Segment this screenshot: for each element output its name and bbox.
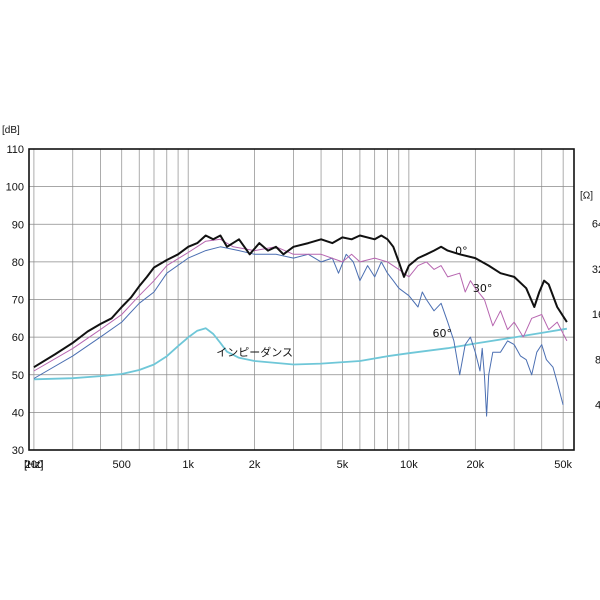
y-tick-label: 60	[12, 332, 24, 344]
x-tick-label: 2k	[249, 459, 261, 471]
series-label-0: 0°	[455, 244, 468, 257]
series-label-3: インピーダンス	[216, 345, 293, 359]
y-unit-label: [dB]	[2, 125, 20, 136]
y-tick-label: 110	[6, 144, 24, 156]
y2-tick-label: 16	[592, 309, 600, 321]
y2-tick-label: 64	[592, 218, 600, 230]
x-tick-label: 10k	[400, 459, 418, 471]
plot-frame	[28, 148, 575, 451]
grid	[29, 148, 574, 451]
x-tick-label: 200	[25, 459, 43, 471]
y2-tick-label: 32	[592, 264, 600, 276]
y2-tick-label: 8	[595, 354, 600, 366]
series-line-1	[33, 238, 568, 372]
series-label-2: 60°	[433, 327, 453, 340]
x-tick-label: 5k	[337, 459, 349, 471]
series-line-2	[33, 246, 564, 417]
y2-unit-label: [Ω]	[580, 190, 593, 201]
series-layer	[33, 234, 568, 417]
series-label-1: 30°	[473, 282, 493, 295]
series-line-3	[33, 327, 568, 381]
x-unit-label: [Hz]	[24, 459, 44, 471]
x-tick-label: 50k	[554, 459, 572, 471]
y-tick-label: 80	[12, 257, 24, 269]
x-tick-label: 500	[113, 459, 131, 471]
y-tick-label: 70	[12, 295, 24, 307]
y-tick-label: 40	[12, 407, 24, 419]
y-tick-label: 50	[12, 370, 24, 382]
x-tick-label: 1k	[182, 459, 194, 471]
x-tick-label: 20k	[466, 459, 484, 471]
y-tick-label: 100	[6, 182, 24, 194]
y2-tick-label: 4	[595, 400, 600, 412]
label-layer: 30 40 50 60 70 80 90 100 110 200 500 1k 2k 5k 10k 20k 50…	[2, 125, 600, 471]
y-tick-label: 90	[12, 219, 24, 231]
y-tick-label: 30	[12, 445, 24, 457]
series-line-0	[33, 234, 568, 369]
